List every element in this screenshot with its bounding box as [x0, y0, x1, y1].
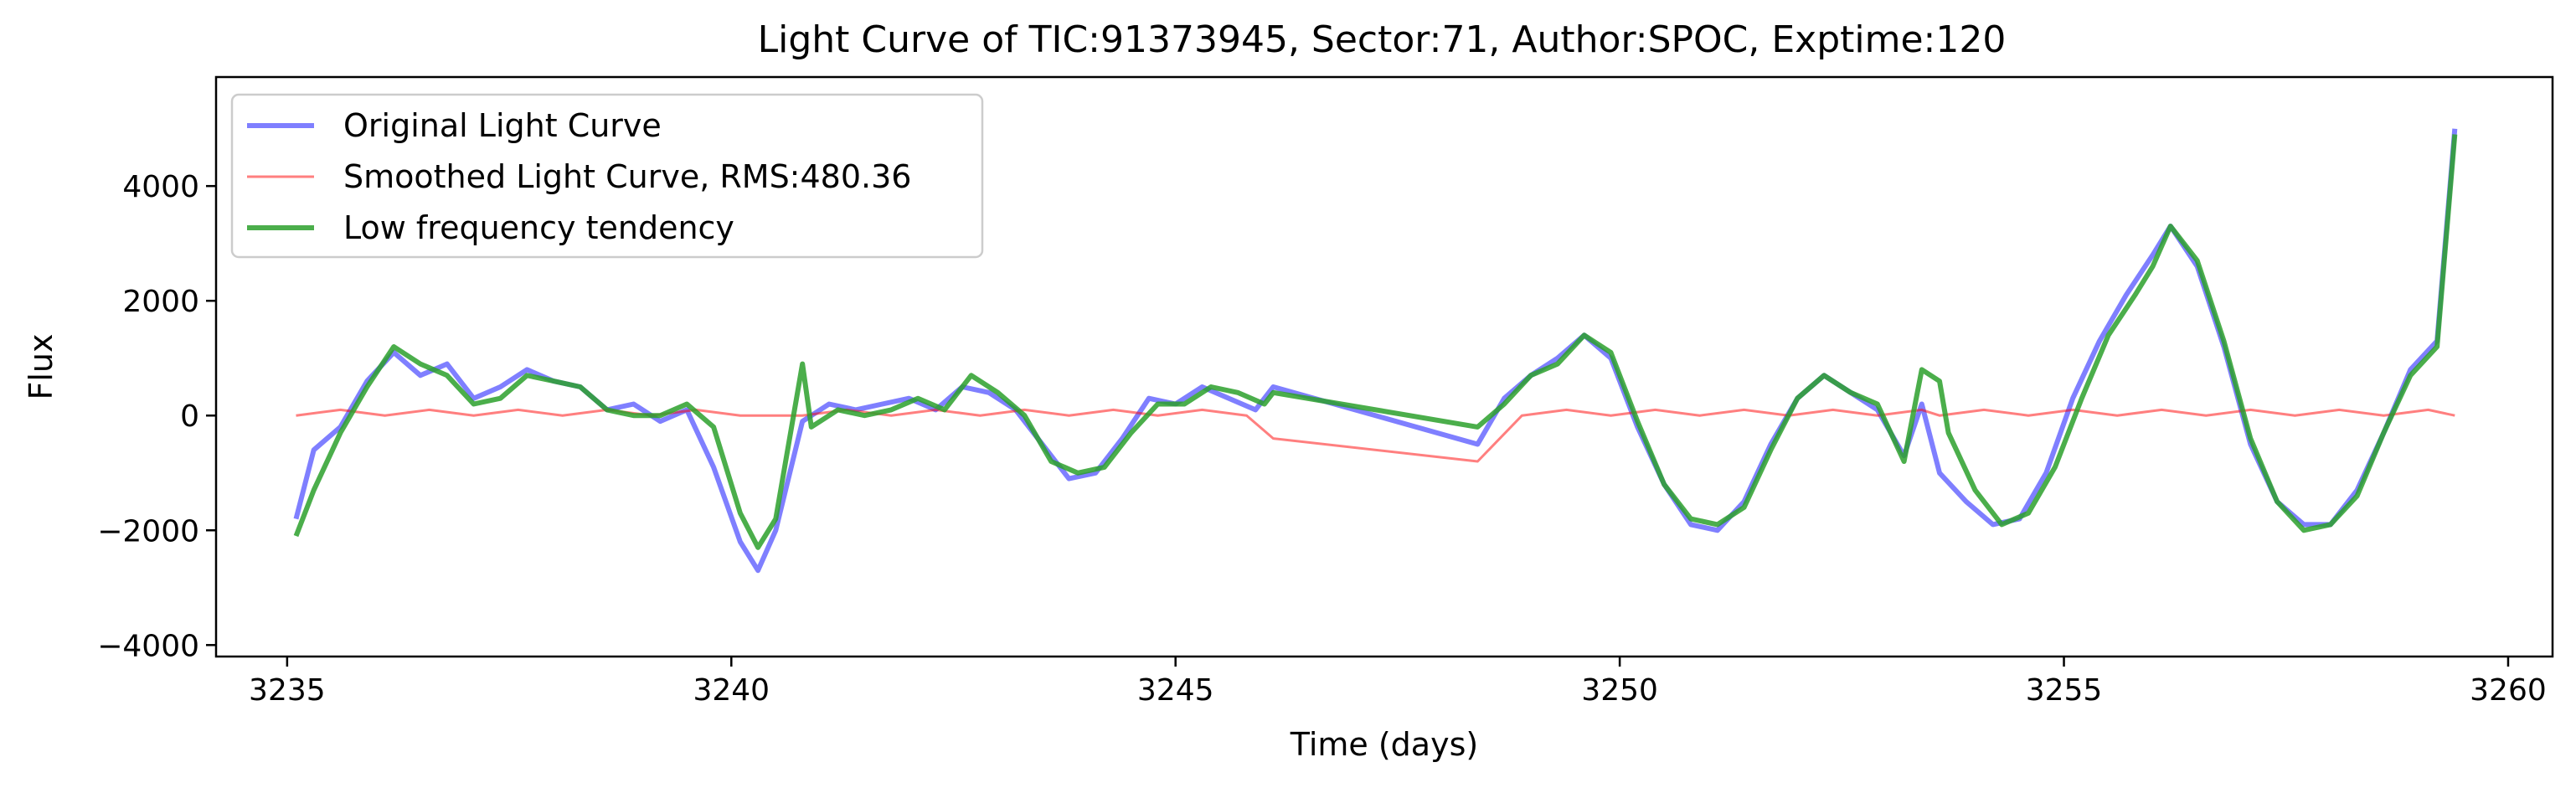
- y-tick-label: 4000: [122, 170, 199, 204]
- plot-frame: [214, 75, 2554, 658]
- y-tick-label: −4000: [97, 629, 199, 663]
- series-line-original: [293, 128, 2458, 574]
- y-axis: −4000 −2000 0 2000 4000: [97, 170, 216, 663]
- chart-title: Light Curve of TIC:91373945, Sector:71, …: [758, 18, 2007, 61]
- x-tick-label: 3245: [1137, 673, 1214, 708]
- y-axis-label: Flux: [23, 334, 59, 400]
- x-tick-label: 3255: [2026, 673, 2103, 708]
- x-axis-label: Time (days): [1290, 726, 1478, 763]
- legend-label: Smoothed Light Curve, RMS:480.36: [343, 158, 911, 195]
- legend-label: Low frequency tendency: [343, 209, 734, 246]
- x-tick-label: 3235: [249, 673, 326, 708]
- x-tick-label: 3250: [1581, 673, 1658, 708]
- series-line-low-frequency: [293, 134, 2458, 550]
- y-tick-label: 0: [180, 399, 199, 434]
- legend-label: Original Light Curve: [343, 107, 662, 144]
- y-tick-label: 2000: [122, 285, 199, 319]
- legend-box: [230, 93, 984, 259]
- y-tick-label: −2000: [97, 514, 199, 549]
- series-layer: [293, 128, 2458, 574]
- x-tick-label: 3260: [2470, 673, 2547, 708]
- legend: Original Light Curve Smoothed Light Curve…: [230, 93, 984, 259]
- x-axis: 3235 3240 3245 3250 3255 3260: [249, 657, 2547, 708]
- x-tick-label: 3240: [693, 673, 770, 708]
